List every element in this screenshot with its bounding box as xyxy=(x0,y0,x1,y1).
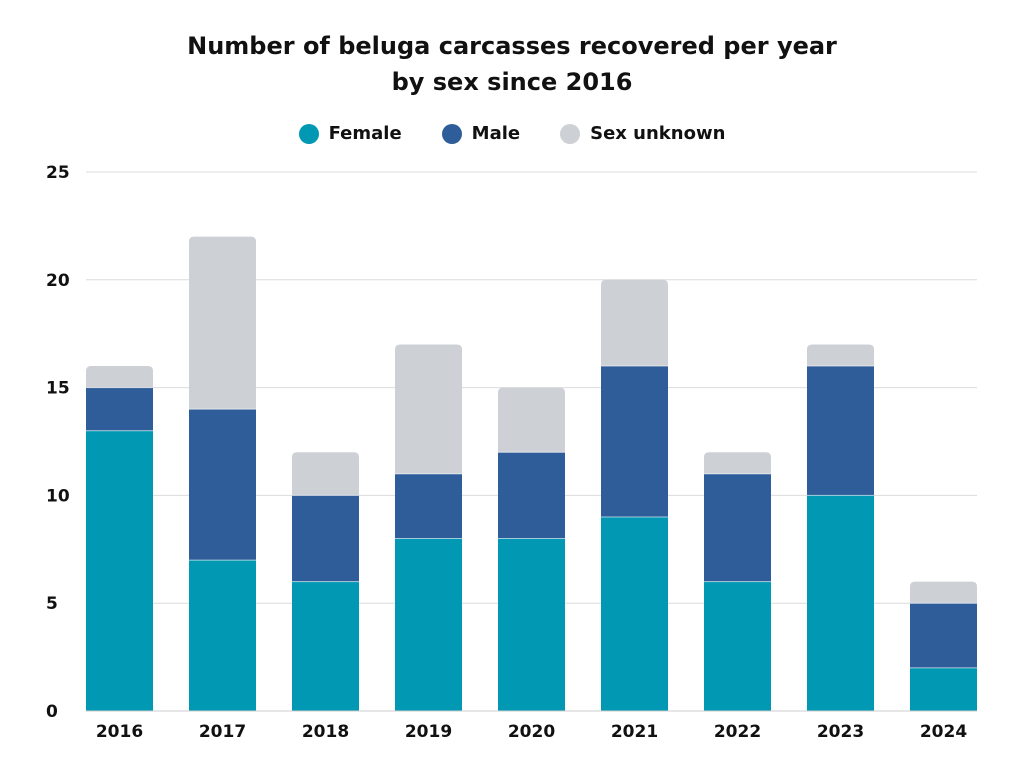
x-tick-label-2020: 2020 xyxy=(508,722,555,742)
y-tick-label-25: 25 xyxy=(46,163,70,183)
bar-2023-female xyxy=(807,495,874,711)
bar-2017-sex-unknown xyxy=(189,236,256,410)
bar-2023-male xyxy=(807,366,874,496)
x-tick-label-2022: 2022 xyxy=(714,722,761,742)
bar-2018-male xyxy=(292,495,359,582)
y-tick-label-20: 20 xyxy=(46,271,70,291)
bar-2016-male xyxy=(86,387,153,431)
bar-2017-female xyxy=(189,560,256,711)
x-tick-label-2019: 2019 xyxy=(405,722,452,742)
bar-2021-female xyxy=(601,516,668,711)
legend-item-female: Female xyxy=(298,123,402,144)
bar-2019-female xyxy=(395,538,462,711)
bar-2020-male xyxy=(498,452,565,539)
legend-swatch-male xyxy=(441,123,462,144)
x-tick-label-2016: 2016 xyxy=(96,722,143,742)
x-tick-label-2018: 2018 xyxy=(302,722,349,742)
x-tick-label-2017: 2017 xyxy=(199,722,246,742)
y-tick-label-5: 5 xyxy=(46,594,58,614)
bar-2017-male xyxy=(189,409,256,561)
y-tick-label-15: 15 xyxy=(46,379,70,399)
legend-item-male: Male xyxy=(441,123,521,144)
chart-legend: Female Male Sex unknown xyxy=(0,123,1024,144)
bar-2021-sex-unknown xyxy=(601,279,668,367)
chart-title-line-1: Number of beluga carcasses recovered per… xyxy=(187,32,837,60)
bar-2024-female xyxy=(910,667,977,711)
legend-item-sex-unknown: Sex unknown xyxy=(560,123,725,144)
bar-2022-female xyxy=(704,581,771,711)
x-tick-label-2024: 2024 xyxy=(920,722,967,742)
x-tick-label-2021: 2021 xyxy=(611,722,658,742)
legend-label-male: Male xyxy=(471,123,521,144)
bar-2022-male xyxy=(704,473,771,582)
bar-2023-sex-unknown xyxy=(807,344,874,367)
bar-2019-male xyxy=(395,473,462,539)
bar-2020-female xyxy=(498,538,565,711)
bar-2016-female xyxy=(86,430,153,711)
legend-swatch-female xyxy=(298,123,319,144)
legend-label-sex-unknown: Sex unknown xyxy=(590,123,726,144)
y-tick-label-0: 0 xyxy=(46,702,58,722)
bar-2018-sex-unknown xyxy=(292,452,359,496)
chart-title: Number of beluga carcasses recovered per… xyxy=(0,28,1024,100)
bar-2022-sex-unknown xyxy=(704,452,771,474)
chart-title-line-2: by sex since 2016 xyxy=(391,68,633,96)
bar-2018-female xyxy=(292,581,359,711)
x-tick-label-2023: 2023 xyxy=(817,722,864,742)
bar-2019-sex-unknown xyxy=(395,344,462,474)
bar-2021-male xyxy=(601,366,668,517)
bar-2024-sex-unknown xyxy=(910,581,977,604)
bar-2016-sex-unknown xyxy=(86,366,153,388)
bar-2024-male xyxy=(910,603,977,668)
y-tick-label-10: 10 xyxy=(46,486,70,506)
bar-2020-sex-unknown xyxy=(498,387,565,453)
legend-swatch-sex-unknown xyxy=(560,123,581,144)
legend-label-female: Female xyxy=(328,123,402,144)
